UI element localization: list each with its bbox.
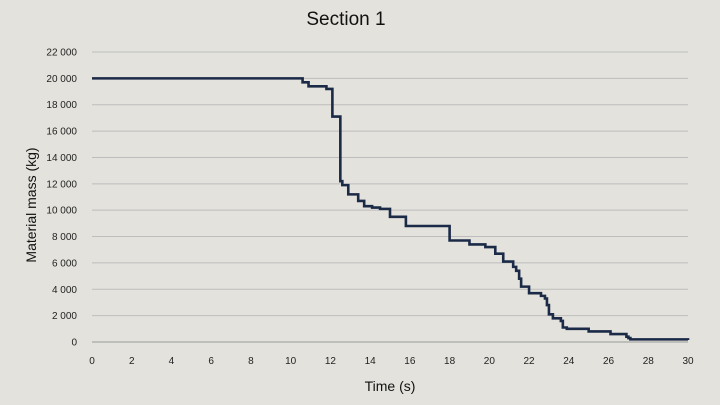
series-line	[92, 77, 690, 341]
y-tick-label: 12 000	[46, 179, 77, 190]
y-tick-label: 10 000	[46, 206, 77, 217]
axes: 0 2 000 4 000 6 000 8 000 10 000 12 000 14 000 1…	[46, 48, 694, 368]
x-tick-label: 14	[365, 356, 377, 367]
x-tick-label: 0	[89, 356, 95, 367]
x-tick-label: 6	[208, 356, 214, 367]
y-tick-label: 0	[71, 338, 77, 349]
y-tick-label: 6 000	[52, 258, 77, 269]
chart-title: Section 1	[306, 9, 385, 30]
x-axis-label: Time (s)	[365, 378, 416, 394]
grid-lines	[92, 51, 688, 317]
y-tick-label: 22 000	[46, 48, 77, 59]
x-tick-label: 26	[603, 356, 615, 367]
x-tick-label: 18	[444, 356, 456, 367]
x-tick-label: 28	[643, 356, 655, 367]
y-tick-label: 20 000	[46, 74, 77, 85]
y-axis-label: Material mass (kg)	[23, 147, 39, 262]
y-tick-label: 14 000	[46, 153, 77, 164]
x-tick-label: 2	[129, 356, 135, 367]
y-tick-label: 8 000	[52, 232, 77, 243]
x-tick-label: 8	[248, 356, 254, 367]
x-tick-label: 4	[169, 356, 175, 367]
x-tick-label: 22	[524, 356, 536, 367]
y-tick-label: 2 000	[52, 311, 77, 322]
y-tick-label: 16 000	[46, 127, 77, 138]
series-layer	[92, 77, 690, 341]
x-tick-label: 24	[563, 356, 575, 367]
x-tick-label: 10	[285, 356, 297, 367]
y-tick-label: 18 000	[46, 100, 77, 111]
x-tick-label: 12	[325, 356, 337, 367]
y-tick-label: 4 000	[52, 285, 77, 296]
x-tick-label: 20	[484, 356, 496, 367]
x-tick-label: 16	[404, 356, 416, 367]
x-tick-label: 30	[682, 356, 694, 367]
